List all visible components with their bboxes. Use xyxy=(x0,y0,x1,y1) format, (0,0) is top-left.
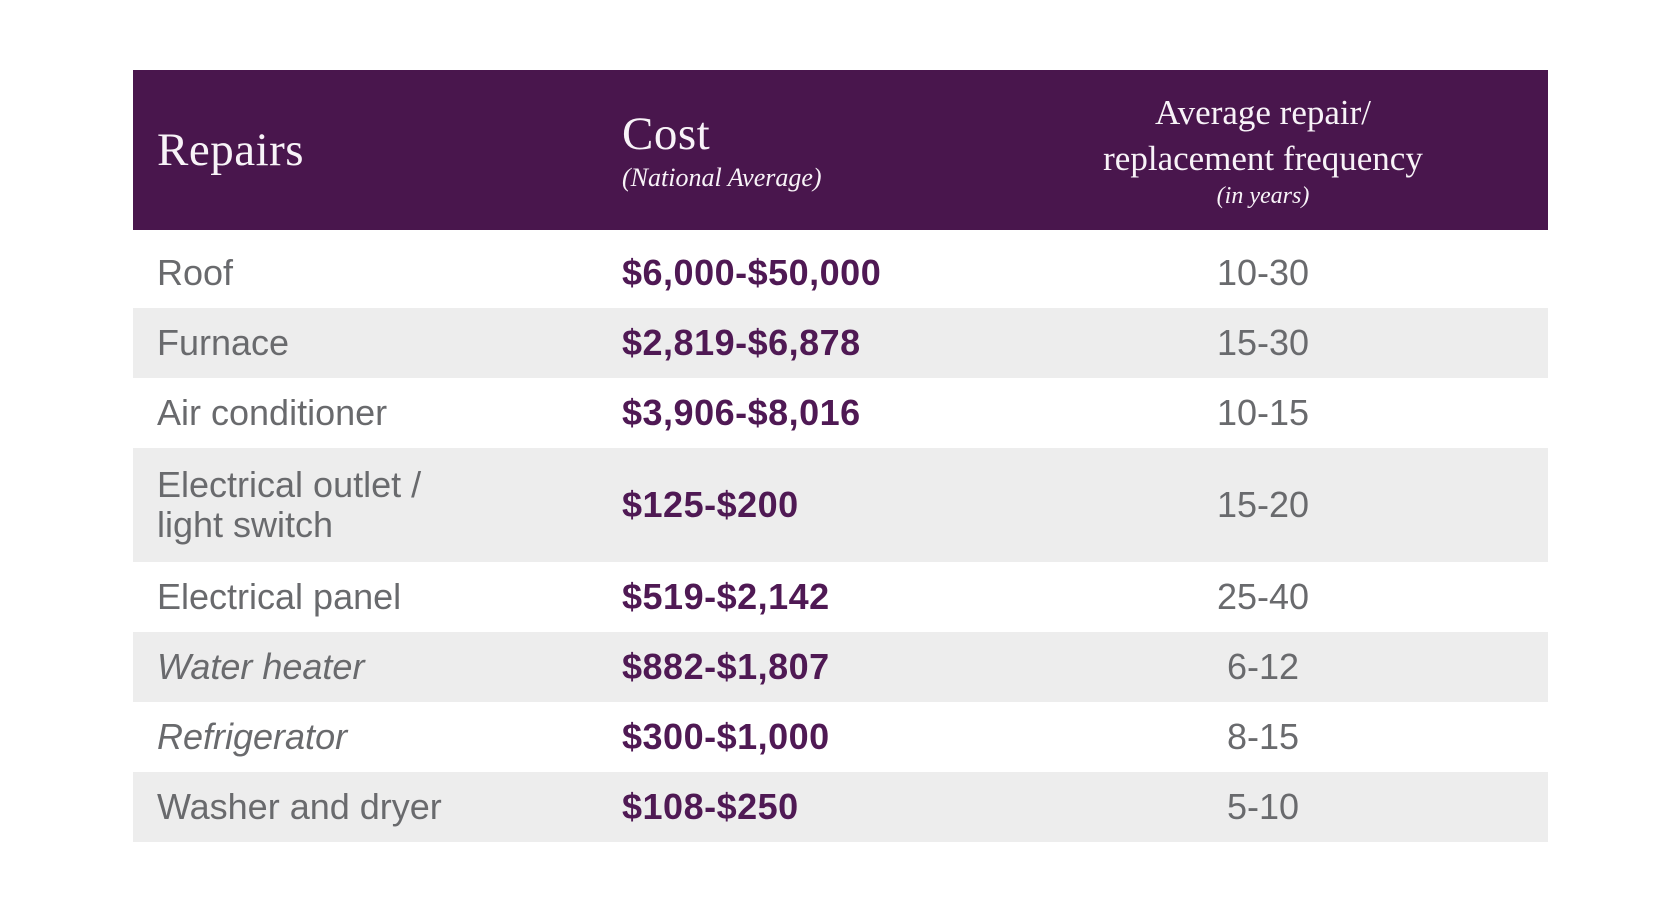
cost-value: $6,000-$50,000 xyxy=(622,252,882,293)
cost-cell: $300-$1,000 xyxy=(622,716,978,758)
frequency-cell: 15-30 xyxy=(978,322,1548,364)
frequency-cell: 6-12 xyxy=(978,646,1548,688)
repair-cost-table: Repairs Cost (National Average) Average … xyxy=(133,70,1548,842)
cost-cell: $6,000-$50,000 xyxy=(622,252,978,294)
table-row: Electrical panel $519-$2,142 25-40 xyxy=(133,562,1548,632)
repair-name: Electrical outlet / light switch xyxy=(157,463,422,545)
column-header-cost-subtitle: (National Average) xyxy=(622,163,822,192)
table-header: Repairs Cost (National Average) Average … xyxy=(133,70,1548,230)
cost-value: $3,906-$8,016 xyxy=(622,392,861,433)
cost-cell: $2,819-$6,878 xyxy=(622,322,978,364)
table-row: Furnace $2,819-$6,878 15-30 xyxy=(133,308,1548,378)
repair-name: Washer and dryer xyxy=(157,785,442,827)
cost-cell: $125-$200 xyxy=(622,484,978,526)
frequency-cell: 15-20 xyxy=(978,484,1548,526)
cost-value: $300-$1,000 xyxy=(622,716,830,757)
cost-cell: $882-$1,807 xyxy=(622,646,978,688)
repair-cell: Refrigerator xyxy=(133,715,622,757)
cost-value: $519-$2,142 xyxy=(622,576,830,617)
repair-name: Electrical panel xyxy=(157,575,402,617)
frequency-value: 15-20 xyxy=(1216,484,1310,525)
table-body: Roof $6,000-$50,000 10-30 Furnace $2,819… xyxy=(133,238,1548,842)
frequency-cell: 8-15 xyxy=(978,716,1548,758)
cost-value: $882-$1,807 xyxy=(622,646,830,687)
table-row: Electrical outlet / light switch $125-$2… xyxy=(133,448,1548,562)
cost-value: $108-$250 xyxy=(622,786,799,827)
frequency-value: 5-10 xyxy=(1226,786,1300,827)
column-header-repairs: Repairs xyxy=(157,124,305,176)
frequency-value: 10-30 xyxy=(1216,252,1310,293)
header-cell-cost: Cost (National Average) xyxy=(622,70,978,230)
repair-cell: Air conditioner xyxy=(133,391,622,433)
cost-cell: $108-$250 xyxy=(622,786,978,828)
column-header-frequency-subtitle: (in years) xyxy=(1216,183,1310,209)
frequency-cell: 10-15 xyxy=(978,392,1548,434)
repair-cell: Washer and dryer xyxy=(133,785,622,827)
frequency-value: 6-12 xyxy=(1226,646,1300,687)
header-cell-repairs: Repairs xyxy=(133,70,622,230)
frequency-value: 25-40 xyxy=(1216,576,1310,617)
table-row: Air conditioner $3,906-$8,016 10-15 xyxy=(133,378,1548,448)
column-header-cost: Cost xyxy=(622,108,711,160)
repair-cell: Furnace xyxy=(133,321,622,363)
frequency-cell: 25-40 xyxy=(978,576,1548,618)
table-row: Roof $6,000-$50,000 10-30 xyxy=(133,238,1548,308)
repair-cell: Roof xyxy=(133,251,622,293)
column-header-frequency: Average repair/ replacement frequency xyxy=(1103,93,1423,178)
repair-cell: Electrical panel xyxy=(133,575,622,617)
repair-cell: Water heater xyxy=(133,645,622,687)
cost-value: $2,819-$6,878 xyxy=(622,322,861,363)
repair-cell: Electrical outlet / light switch xyxy=(133,463,622,546)
repair-name: Air conditioner xyxy=(157,391,388,433)
cost-cell: $519-$2,142 xyxy=(622,576,978,618)
table-row: Refrigerator $300-$1,000 8-15 xyxy=(133,702,1548,772)
frequency-value: 15-30 xyxy=(1216,322,1310,363)
table-row: Water heater $882-$1,807 6-12 xyxy=(133,632,1548,702)
header-cell-frequency: Average repair/ replacement frequency (i… xyxy=(978,70,1548,230)
repair-name: Roof xyxy=(157,251,234,293)
frequency-cell: 5-10 xyxy=(978,786,1548,828)
frequency-value: 10-15 xyxy=(1216,392,1310,433)
cost-value: $125-$200 xyxy=(622,484,799,525)
repair-name: Water heater xyxy=(157,645,365,687)
frequency-value: 8-15 xyxy=(1226,716,1300,757)
cost-cell: $3,906-$8,016 xyxy=(622,392,978,434)
repair-name: Furnace xyxy=(157,321,290,363)
repair-name: Refrigerator xyxy=(157,715,348,757)
table-row: Washer and dryer $108-$250 5-10 xyxy=(133,772,1548,842)
frequency-cell: 10-30 xyxy=(978,252,1548,294)
